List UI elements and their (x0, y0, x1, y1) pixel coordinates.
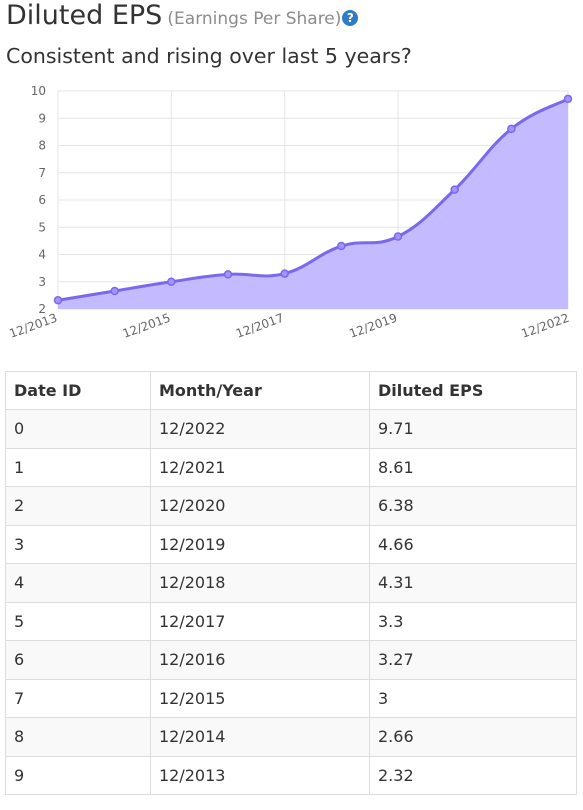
eps-point[interactable] (450, 185, 459, 194)
eps-point[interactable] (223, 270, 233, 279)
page-title: Diluted EPS (6, 0, 163, 31)
eps-point[interactable] (563, 94, 573, 104)
eps-point[interactable] (110, 286, 119, 296)
table-cell: 6 (5, 640, 151, 680)
table-cell: 9 (5, 755, 151, 795)
table-row: 8 12/2014 2.66 (5, 717, 577, 757)
column-header-month-year[interactable]: Month/Year (150, 371, 370, 410)
table-cell: 4.66 (369, 524, 577, 564)
chart-question: Consistent and rising over last 5 years? (6, 44, 412, 68)
table-cell: 12/2020 (150, 486, 370, 526)
header: Diluted EPS (Earnings Per Share)? (6, 0, 359, 31)
eps-point[interactable] (280, 269, 289, 278)
table-row: 4 12/2018 4.31 (5, 563, 577, 603)
eps-point[interactable] (337, 241, 346, 251)
y-tick-label: 5 (38, 220, 46, 234)
table-cell: 12/2016 (150, 640, 370, 680)
table-cell: 5 (5, 601, 151, 641)
table-cell: 3 (5, 524, 151, 564)
eps-point[interactable] (53, 296, 63, 305)
y-tick-label: 3 (38, 275, 46, 289)
eps-area-fill (58, 98, 568, 309)
x-tick-label: 12/2022 (519, 311, 571, 341)
table-row: 0 12/2022 9.71 (5, 409, 577, 449)
y-axis-ticks: 2 3 4 5 6 7 8 9 10 (31, 84, 46, 316)
eps-point[interactable] (507, 124, 516, 134)
table-cell: 12/2015 (150, 678, 370, 718)
x-axis-ticks: 12/2013 12/2015 12/2017 12/2019 12/2022 (7, 311, 571, 341)
table-cell: 12/2022 (150, 409, 370, 449)
eps-point[interactable] (393, 232, 403, 241)
table-cell: 8 (5, 717, 151, 757)
table-body: 0 12/2022 9.71 1 12/2021 8.61 2 12/2020 6.38 3 12/… (5, 409, 577, 795)
y-tick-label: 9 (38, 111, 46, 125)
table-cell: 7 (5, 678, 151, 718)
table-header-row: Date ID Month/Year Diluted EPS (5, 371, 577, 410)
table-cell: 12/2019 (150, 524, 370, 564)
table-cell: 4.31 (369, 563, 577, 603)
table-cell: 3.3 (369, 601, 577, 641)
eps-points (53, 94, 573, 305)
table-cell: 6.38 (369, 486, 577, 526)
table-cell: 2 (5, 486, 151, 526)
table-cell: 4 (5, 563, 151, 603)
table-cell: 0 (5, 409, 151, 449)
question-circle-icon[interactable]: ? (342, 10, 359, 26)
table-cell: 9.71 (369, 409, 577, 449)
table-cell: 2.32 (369, 755, 577, 795)
table-cell: 12/2013 (150, 755, 370, 795)
x-tick-label: 12/2013 (7, 311, 59, 341)
x-tick-label: 12/2015 (121, 311, 173, 341)
y-tick-label: 4 (38, 248, 46, 262)
x-tick-label: 12/2019 (347, 311, 399, 341)
page-subtitle: (Earnings Per Share) (167, 9, 342, 29)
y-tick-label: 7 (38, 166, 46, 180)
table-row: 6 12/2016 3.27 (5, 640, 577, 680)
eps-series-line (57, 97, 569, 302)
table-cell: 12/2021 (150, 447, 370, 487)
table-cell: 12/2018 (150, 563, 370, 603)
table-row: 3 12/2019 4.66 (5, 524, 577, 564)
column-header-date-id[interactable]: Date ID (5, 371, 151, 410)
table-row: 2 12/2020 6.38 (5, 486, 577, 526)
table-row: 9 12/2013 2.32 (5, 755, 577, 795)
y-tick-label: 8 (38, 139, 46, 153)
x-tick-label: 12/2017 (234, 311, 286, 341)
eps-point[interactable] (167, 277, 176, 286)
y-tick-label: 2 (38, 302, 46, 316)
table-cell: 3.27 (369, 640, 577, 680)
column-header-diluted-eps[interactable]: Diluted EPS (369, 371, 577, 410)
table-row: 5 12/2017 3.3 (5, 601, 577, 641)
y-tick-label: 6 (38, 193, 46, 207)
table-cell: 12/2014 (150, 717, 370, 757)
table-row: 7 12/2015 3 (5, 678, 577, 718)
table-cell: 1 (5, 447, 151, 487)
table-cell: 12/2017 (150, 601, 370, 641)
table-cell: 3 (369, 678, 577, 718)
y-tick-label: 10 (31, 84, 46, 98)
table-cell: 8.61 (369, 447, 577, 487)
table-row: 1 12/2021 8.61 (5, 447, 577, 487)
table-cell: 2.66 (369, 717, 577, 757)
eps-table: Date ID Month/Year Diluted EPS 0 12/2022 9… (5, 371, 577, 795)
